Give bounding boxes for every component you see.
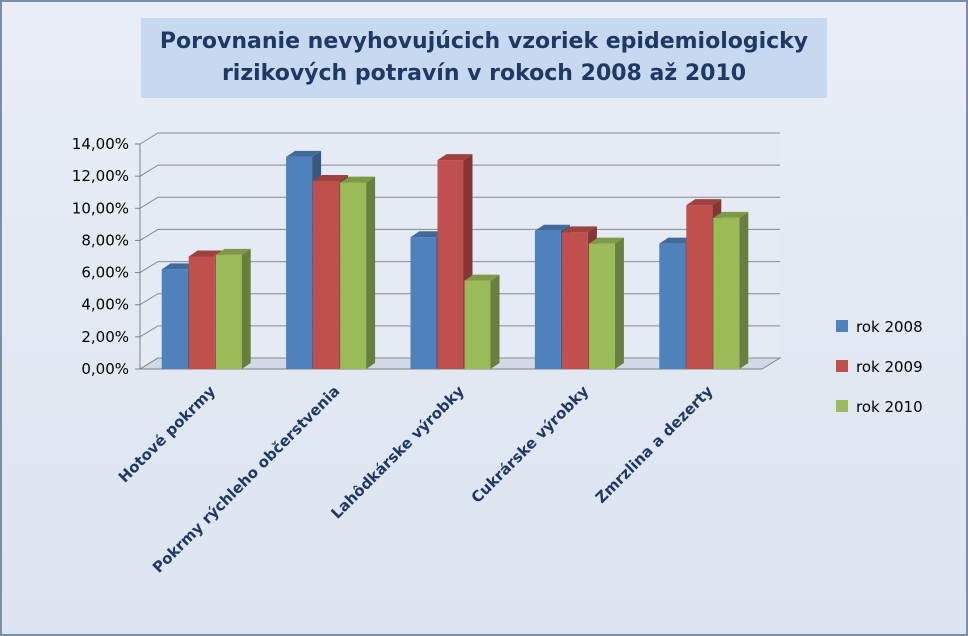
bar-rok-2010-4 <box>588 243 615 369</box>
bar-rok-2009-1-top <box>188 250 224 257</box>
bar-rok-2010-1-side <box>241 248 251 369</box>
bar-rok-2008-4-top <box>534 224 570 231</box>
bar-rok-2010-5-side <box>739 211 749 369</box>
y-tick-label: 14,00% <box>72 135 129 153</box>
bar-rok-2010-5-top <box>713 211 749 218</box>
bar-rok-2010-5 <box>713 217 740 369</box>
y-tick-label: 2,00% <box>81 328 129 346</box>
bar-rok-2008-1 <box>161 269 188 369</box>
bar-rok-2010-3-side <box>490 274 500 369</box>
bar-rok-2010-4-top <box>588 237 624 244</box>
chart-title-line-2: rizikových potravín v rokoch 2008 až 201… <box>221 61 747 86</box>
legend-label: rok 2009 <box>856 358 923 376</box>
bar-rok-2008-2 <box>286 156 313 369</box>
bar-rok-2009-3 <box>437 160 464 369</box>
category-label: Lahôdkárske výrobky <box>327 382 468 523</box>
bar-rok-2008-5 <box>659 243 686 369</box>
legend-swatch-rok-2010 <box>836 400 848 412</box>
gridline <box>139 132 780 145</box>
bar-rok-2010-1 <box>215 254 242 369</box>
y-tick-label: 8,00% <box>81 231 129 249</box>
bar-rok-2009-4 <box>561 232 588 369</box>
y-tick-label: 4,00% <box>81 296 129 314</box>
bar-rok-2008-4 <box>534 230 561 369</box>
bar-rok-2009-1 <box>188 256 215 369</box>
bar-rok-2010-1-top <box>215 248 251 255</box>
legend-label: rok 2008 <box>856 318 923 336</box>
y-tick-label: 12,00% <box>72 167 129 185</box>
bar-rok-2009-2-top <box>313 174 349 181</box>
bar-rok-2009-5 <box>686 205 713 369</box>
y-tick-label: 6,00% <box>81 264 129 282</box>
category-label: Hotové pokrmy <box>115 382 219 486</box>
chart-title-line-1: Porovnanie nevyhovujúcich vzoriek epidem… <box>159 29 809 54</box>
category-label: Cukrárske výrobky <box>468 382 593 507</box>
bar-rok-2008-3-top <box>410 231 446 238</box>
category-label: Zmrzlina a dezerty <box>592 382 717 507</box>
bar-rok-2010-3 <box>464 280 491 369</box>
legend-swatch-rok-2008 <box>836 320 848 332</box>
bar-rok-2009-5-top <box>686 199 722 206</box>
y-tick-label: 0,00% <box>81 360 129 378</box>
bar-rok-2008-2-top <box>286 150 322 157</box>
gridline <box>139 196 780 209</box>
bar-rok-2008-1-top <box>161 263 197 270</box>
bar-rok-2010-3-top <box>464 274 500 281</box>
bar-rok-2009-3-top <box>437 154 473 161</box>
bar-rok-2009-2 <box>313 180 340 369</box>
bar-rok-2010-4-side <box>614 237 624 369</box>
bar-rok-2010-2-top <box>340 176 376 183</box>
bar-rok-2008-5-top <box>659 237 695 244</box>
chart-title: Porovnanie nevyhovujúcich vzoriek epidem… <box>141 18 827 98</box>
legend-swatch-rok-2009 <box>836 360 848 372</box>
gridline <box>139 164 780 177</box>
legend-label: rok 2010 <box>856 398 923 416</box>
bar-rok-2010-2 <box>340 182 367 369</box>
bar-rok-2009-4-top <box>561 226 597 233</box>
bar-rok-2010-2-side <box>366 176 376 369</box>
bar-rok-2008-3 <box>410 237 437 369</box>
y-tick-label: 10,00% <box>72 199 129 217</box>
